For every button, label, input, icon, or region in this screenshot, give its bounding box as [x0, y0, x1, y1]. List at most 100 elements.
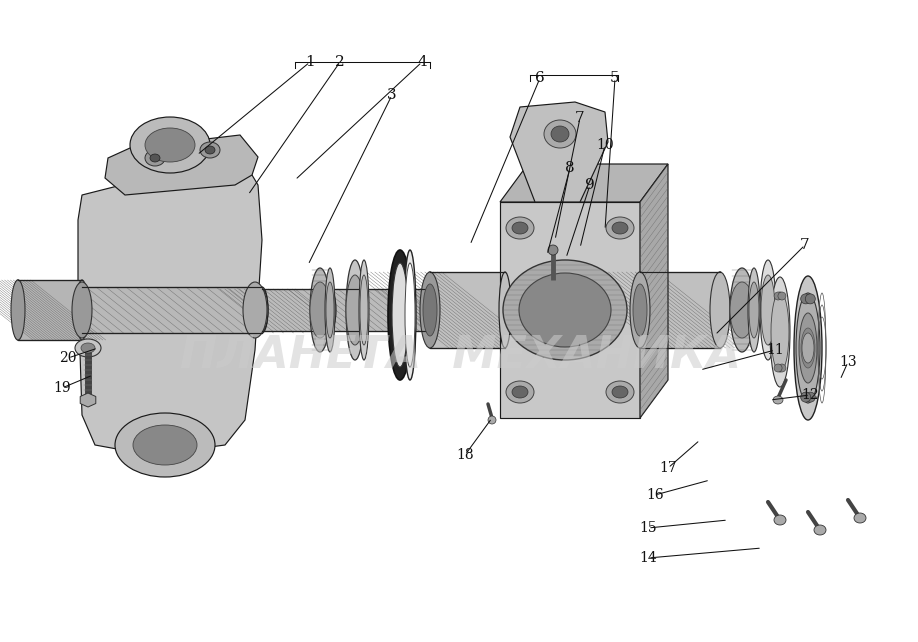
Ellipse shape: [612, 222, 628, 234]
Polygon shape: [500, 164, 668, 202]
Ellipse shape: [606, 217, 634, 239]
Ellipse shape: [773, 396, 783, 404]
Text: 3: 3: [387, 88, 397, 102]
Bar: [430, 272, 505, 348]
Text: 17: 17: [659, 461, 677, 475]
Ellipse shape: [814, 525, 826, 535]
Ellipse shape: [774, 515, 786, 525]
Ellipse shape: [854, 513, 866, 523]
Ellipse shape: [326, 282, 334, 338]
Ellipse shape: [360, 275, 368, 345]
Ellipse shape: [796, 293, 820, 403]
Ellipse shape: [76, 280, 88, 340]
Text: 2: 2: [335, 55, 345, 69]
Text: 19: 19: [53, 381, 71, 395]
Ellipse shape: [506, 381, 534, 403]
Ellipse shape: [778, 292, 786, 300]
Ellipse shape: [730, 268, 754, 352]
Ellipse shape: [801, 328, 815, 368]
Ellipse shape: [802, 333, 814, 363]
Bar: [330, 289, 430, 331]
Ellipse shape: [794, 276, 822, 420]
Ellipse shape: [512, 222, 528, 234]
Ellipse shape: [612, 386, 628, 398]
Ellipse shape: [800, 392, 811, 402]
Ellipse shape: [800, 294, 811, 304]
Ellipse shape: [388, 250, 412, 380]
Ellipse shape: [314, 289, 326, 331]
Text: 11: 11: [767, 343, 784, 357]
Ellipse shape: [503, 260, 627, 360]
Ellipse shape: [200, 142, 220, 158]
Text: 18: 18: [456, 448, 474, 462]
Ellipse shape: [805, 294, 815, 304]
Polygon shape: [510, 102, 608, 202]
Polygon shape: [640, 164, 668, 418]
Ellipse shape: [392, 263, 408, 367]
Bar: [500, 202, 640, 418]
Ellipse shape: [606, 381, 634, 403]
Ellipse shape: [749, 282, 759, 338]
Ellipse shape: [499, 272, 511, 348]
Ellipse shape: [346, 275, 364, 345]
Ellipse shape: [324, 289, 336, 331]
Ellipse shape: [359, 260, 369, 360]
Text: 15: 15: [639, 521, 656, 535]
Ellipse shape: [730, 282, 754, 338]
Text: 13: 13: [839, 355, 856, 369]
Text: 7: 7: [576, 111, 585, 125]
Ellipse shape: [710, 272, 730, 348]
Ellipse shape: [760, 260, 776, 360]
Ellipse shape: [11, 280, 25, 340]
Ellipse shape: [771, 292, 789, 372]
Ellipse shape: [325, 268, 335, 352]
Ellipse shape: [346, 260, 364, 360]
Ellipse shape: [633, 284, 647, 336]
Ellipse shape: [12, 280, 24, 340]
Ellipse shape: [420, 272, 440, 348]
Polygon shape: [105, 135, 258, 195]
Ellipse shape: [805, 392, 815, 402]
Text: 16: 16: [646, 488, 664, 502]
Ellipse shape: [424, 272, 436, 348]
Text: 9: 9: [585, 178, 595, 192]
Text: 1: 1: [305, 55, 315, 69]
Polygon shape: [80, 393, 95, 407]
Ellipse shape: [256, 289, 268, 331]
Ellipse shape: [310, 268, 330, 352]
Polygon shape: [78, 155, 262, 455]
Ellipse shape: [761, 275, 775, 345]
Ellipse shape: [150, 154, 160, 162]
Ellipse shape: [115, 413, 215, 477]
Ellipse shape: [774, 364, 782, 372]
Ellipse shape: [544, 120, 576, 148]
Ellipse shape: [130, 117, 210, 173]
Ellipse shape: [424, 289, 436, 331]
Ellipse shape: [145, 150, 165, 166]
Ellipse shape: [75, 339, 101, 357]
Ellipse shape: [799, 313, 817, 383]
Ellipse shape: [81, 343, 95, 353]
Ellipse shape: [76, 287, 88, 333]
Text: 6: 6: [535, 71, 545, 85]
Ellipse shape: [243, 282, 267, 338]
Ellipse shape: [630, 272, 650, 348]
Ellipse shape: [310, 282, 330, 338]
Ellipse shape: [506, 217, 534, 239]
Bar: [18, 280, 82, 340]
Ellipse shape: [72, 282, 92, 338]
Ellipse shape: [770, 277, 790, 387]
Text: 10: 10: [596, 138, 614, 152]
Ellipse shape: [205, 146, 215, 154]
Text: 5: 5: [610, 71, 620, 85]
Ellipse shape: [748, 268, 760, 352]
Ellipse shape: [551, 126, 569, 142]
Ellipse shape: [133, 425, 197, 465]
Text: 20: 20: [60, 351, 77, 365]
Ellipse shape: [145, 128, 195, 162]
Ellipse shape: [774, 292, 782, 300]
Bar: [262, 289, 320, 331]
Ellipse shape: [512, 386, 528, 398]
Ellipse shape: [256, 287, 268, 333]
Ellipse shape: [423, 284, 437, 336]
